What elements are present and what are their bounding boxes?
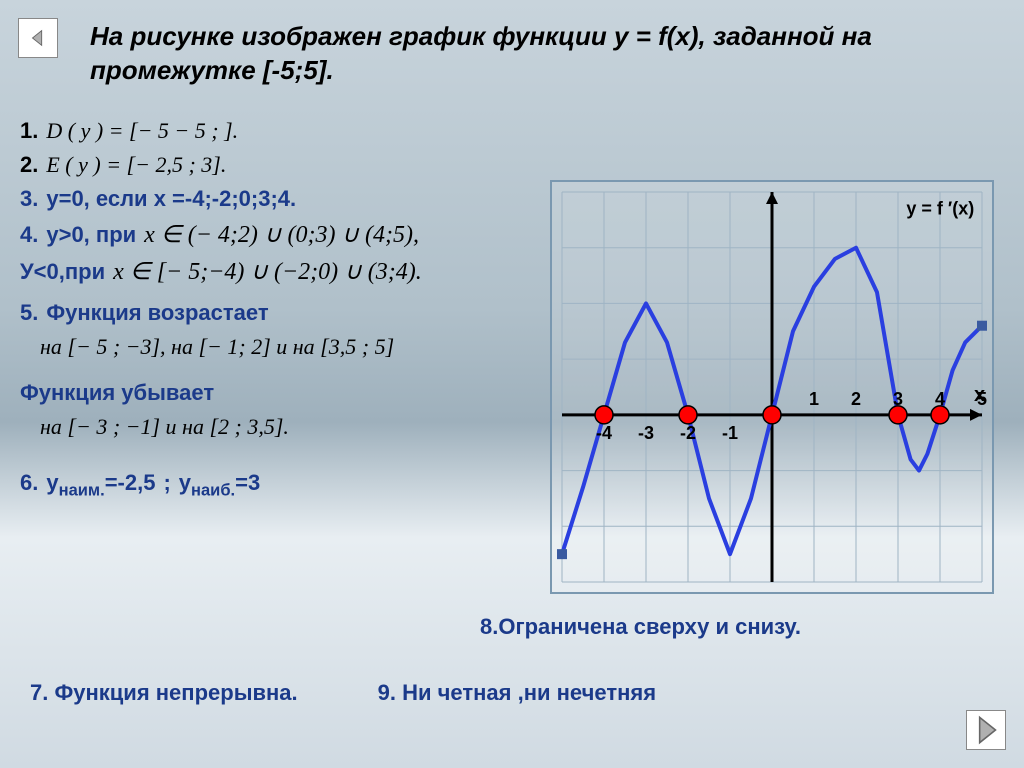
svg-text:2: 2 — [851, 389, 861, 409]
neg-math: x ∈ [− 5;−4) ∪ (−2;0) ∪ (3;4). — [113, 257, 422, 286]
item-2-math: E ( y ) = [− 2,5 ; 3]. — [46, 152, 226, 178]
svg-text:x: x — [974, 384, 985, 406]
item-5-num: 5. — [20, 300, 38, 326]
item-9: 9. Ни четная ,ни нечетняя — [378, 680, 656, 706]
neg-text: У<0,при — [20, 259, 105, 285]
item-6-num: 6. — [20, 470, 38, 496]
item-1-math: D ( y ) = [− 5 − 5 ; ]. — [46, 118, 238, 144]
item-6-max: унаиб.=3 — [179, 470, 260, 500]
svg-text:-1: -1 — [722, 423, 738, 443]
svg-text:4: 4 — [935, 389, 945, 409]
svg-text:y = f ′(x): y = f ′(x) — [906, 198, 974, 218]
arrow-left-icon — [27, 27, 49, 49]
item-7: 7. Функция непрерывна. — [30, 680, 298, 706]
back-button[interactable] — [18, 18, 58, 58]
item-4-text: у>0, при — [46, 222, 136, 248]
item-3-num: 3. — [20, 186, 38, 212]
item-4-math: x ∈ (− 4;2) ∪ (0;3) ∪ (4;5), — [144, 220, 419, 249]
content-list: 1. D ( y ) = [− 5 − 5 ; ]. 2. E ( y ) = … — [20, 110, 520, 508]
svg-text:-3: -3 — [638, 423, 654, 443]
item-3-text: у=0, если х =-4;-2;0;3;4. — [46, 186, 296, 212]
forward-button[interactable] — [966, 710, 1006, 750]
svg-text:1: 1 — [809, 389, 819, 409]
svg-text:-4: -4 — [596, 423, 612, 443]
item-4-num: 4. — [20, 222, 38, 248]
svg-text:-2: -2 — [680, 423, 696, 443]
dec-math: на [− 3 ; −1] и на [2 ; 3,5]. — [40, 414, 520, 440]
svg-text:3: 3 — [893, 389, 903, 409]
page-title: На рисунке изображен график функции у = … — [90, 20, 994, 88]
item-6-min: унаим.=-2,5 — [46, 470, 155, 500]
function-chart: -4-3-2-112345xy = f ′(x) — [550, 180, 994, 594]
item-8: 8.Ограничена сверху и снизу. — [480, 614, 801, 639]
item-1-num: 1. — [20, 118, 38, 144]
item-2-num: 2. — [20, 152, 38, 178]
item-6-sep: ; — [163, 470, 170, 496]
item-5-text: Функция возрастает — [46, 300, 268, 326]
arrow-right-icon — [967, 711, 1005, 749]
chart-svg: -4-3-2-112345xy = f ′(x) — [552, 182, 992, 592]
dec-text: Функция убывает — [20, 380, 520, 406]
item-5-math: на [− 5 ; −3], на [− 1; 2] и на [3,5 ; 5… — [40, 334, 520, 360]
